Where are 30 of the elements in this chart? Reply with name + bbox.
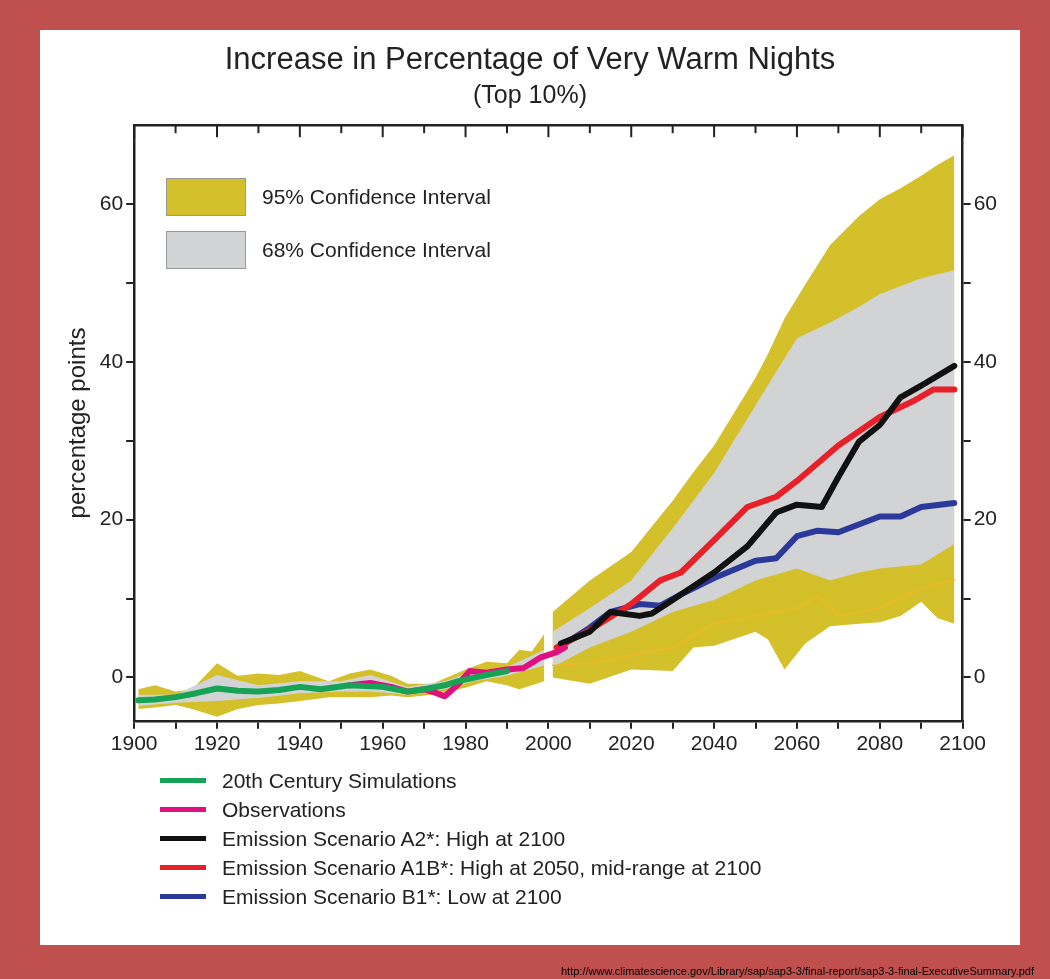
y-tick-label: 20 [99,506,124,530]
x-tick-label: 2040 [690,731,738,755]
y2-tick-label: 40 [973,348,997,372]
y-axis-title: percentage points [63,327,91,519]
legend-label: Emission Scenario B1*: Low at 2100 [222,884,562,909]
x-tick-label: 2000 [525,731,572,755]
legend-label: Emission Scenario A2*: High at 2100 [222,826,566,851]
x-tick-label: 1960 [359,731,407,755]
x-tick-label: 1940 [276,731,324,755]
legend-label: 68% Confidence Interval [262,237,491,262]
y2-tick-label: 20 [973,506,997,530]
x-tick-label: 2100 [939,731,986,755]
y-tick-label: 60 [99,190,124,214]
legend-label: 95% Confidence Interval [262,184,491,209]
x-tick-label: 1900 [110,731,158,755]
y-tick-label: 40 [99,348,124,372]
x-tick-label: 1980 [442,731,489,755]
x-tick-label: 2080 [856,731,904,755]
x-tick-label: 1920 [193,731,241,755]
legend-label: 20th Century Simulations [222,768,457,793]
x-tick-label: 2020 [607,731,655,755]
chart-subtitle: (Top 10%) [473,80,587,109]
y2-tick-label: 0 [973,664,986,688]
text: http://www.climatescience.gov/Library/sap/sap3-3/final-report/sap3-3-final-ExecutiveSummary.pdf [561,965,1034,977]
legend-label: Emission Scenario A1B*: High at 2050, mid-range at 2100 [222,855,762,880]
legend-label: Observations [222,797,346,822]
y2-tick-label: 60 [973,190,997,214]
x-tick-label: 2060 [773,731,821,755]
chart-title: Increase in Percentage of Very Warm Nights [224,41,836,77]
y-tick-label: 0 [111,664,124,688]
